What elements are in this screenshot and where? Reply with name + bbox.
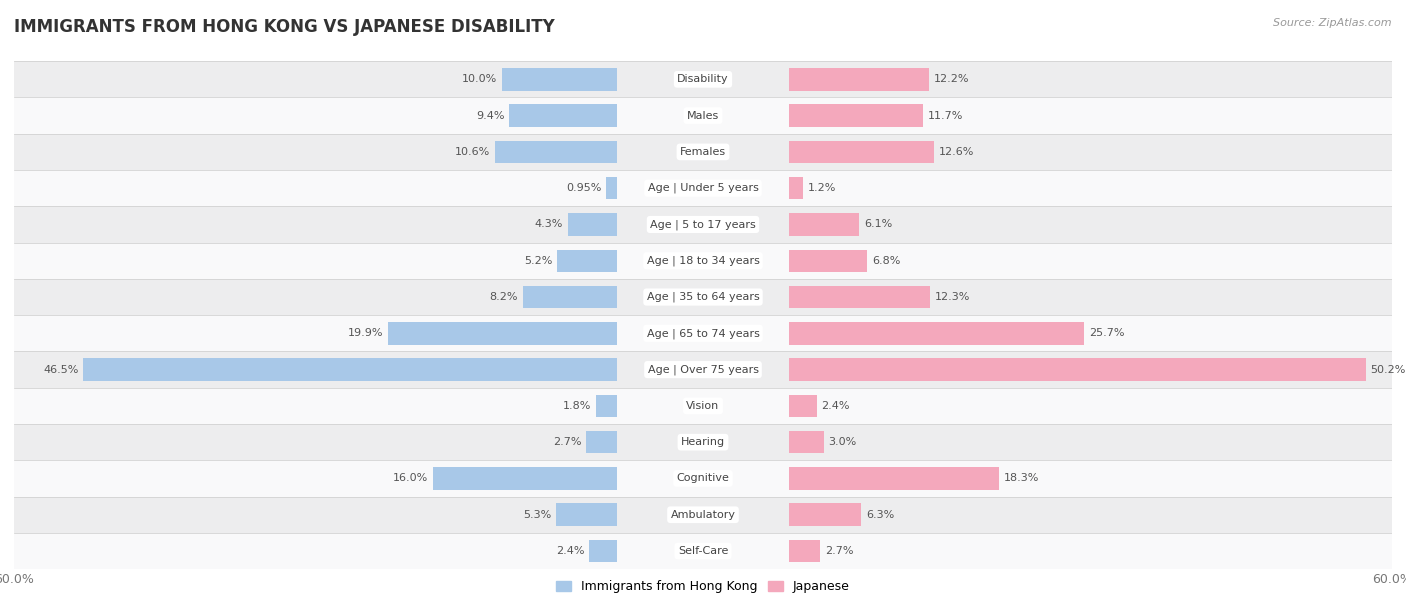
Bar [789, 141, 934, 163]
Text: 18.3%: 18.3% [1004, 474, 1039, 483]
Text: 19.9%: 19.9% [349, 328, 384, 338]
Bar [555, 504, 617, 526]
Text: 2.7%: 2.7% [553, 437, 581, 447]
Text: Age | 35 to 64 years: Age | 35 to 64 years [647, 292, 759, 302]
Bar [589, 540, 617, 562]
Bar [789, 359, 1365, 381]
Text: 3.0%: 3.0% [828, 437, 856, 447]
Text: Vision: Vision [686, 401, 720, 411]
Text: 9.4%: 9.4% [475, 111, 505, 121]
Text: Males: Males [688, 111, 718, 121]
Text: 25.7%: 25.7% [1088, 328, 1125, 338]
Text: 8.2%: 8.2% [489, 292, 519, 302]
Text: 46.5%: 46.5% [44, 365, 79, 375]
Bar [568, 213, 617, 236]
Bar [606, 177, 617, 200]
Bar [789, 250, 868, 272]
Text: 16.0%: 16.0% [394, 474, 429, 483]
Text: Age | Over 75 years: Age | Over 75 years [648, 364, 758, 375]
Bar [523, 286, 617, 308]
Bar [14, 460, 1392, 496]
Bar [586, 431, 617, 453]
Bar [789, 213, 859, 236]
Bar [789, 467, 1000, 490]
Bar [14, 496, 1392, 533]
Text: 2.4%: 2.4% [557, 546, 585, 556]
Bar [14, 242, 1392, 279]
Text: 6.3%: 6.3% [866, 510, 894, 520]
Text: 5.3%: 5.3% [523, 510, 551, 520]
Bar [789, 322, 1084, 345]
Text: 0.95%: 0.95% [567, 183, 602, 193]
Text: 1.8%: 1.8% [564, 401, 592, 411]
Bar [388, 322, 617, 345]
Text: Ambulatory: Ambulatory [671, 510, 735, 520]
Bar [14, 170, 1392, 206]
Bar [789, 504, 862, 526]
Text: 2.4%: 2.4% [821, 401, 849, 411]
Text: Cognitive: Cognitive [676, 474, 730, 483]
Text: Age | 18 to 34 years: Age | 18 to 34 years [647, 255, 759, 266]
Bar [596, 395, 617, 417]
Bar [14, 279, 1392, 315]
Bar [557, 250, 617, 272]
Text: 1.2%: 1.2% [807, 183, 835, 193]
Bar [789, 431, 824, 453]
Text: 12.3%: 12.3% [935, 292, 970, 302]
Text: Age | 65 to 74 years: Age | 65 to 74 years [647, 328, 759, 338]
Text: 50.2%: 50.2% [1369, 365, 1406, 375]
Bar [14, 61, 1392, 97]
Text: 5.2%: 5.2% [524, 256, 553, 266]
Bar [789, 105, 924, 127]
Text: Age | 5 to 17 years: Age | 5 to 17 years [650, 219, 756, 230]
Bar [83, 359, 617, 381]
Text: Age | Under 5 years: Age | Under 5 years [648, 183, 758, 193]
Legend: Immigrants from Hong Kong, Japanese: Immigrants from Hong Kong, Japanese [557, 580, 849, 594]
Bar [14, 315, 1392, 351]
Bar [14, 533, 1392, 569]
Text: 6.8%: 6.8% [872, 256, 900, 266]
Bar [789, 540, 820, 562]
Text: Disability: Disability [678, 74, 728, 84]
Text: 12.2%: 12.2% [934, 74, 969, 84]
Bar [789, 286, 931, 308]
Bar [789, 68, 929, 91]
Bar [509, 105, 617, 127]
Text: Source: ZipAtlas.com: Source: ZipAtlas.com [1274, 18, 1392, 28]
Bar [14, 134, 1392, 170]
Text: IMMIGRANTS FROM HONG KONG VS JAPANESE DISABILITY: IMMIGRANTS FROM HONG KONG VS JAPANESE DI… [14, 18, 555, 36]
Bar [14, 97, 1392, 134]
Text: 10.6%: 10.6% [456, 147, 491, 157]
Bar [789, 395, 817, 417]
Bar [14, 206, 1392, 242]
Bar [502, 68, 617, 91]
Text: 11.7%: 11.7% [928, 111, 963, 121]
Bar [495, 141, 617, 163]
Text: 2.7%: 2.7% [825, 546, 853, 556]
Text: Self-Care: Self-Care [678, 546, 728, 556]
Bar [14, 388, 1392, 424]
Bar [14, 424, 1392, 460]
Text: 12.6%: 12.6% [938, 147, 974, 157]
Bar [14, 351, 1392, 388]
Text: 10.0%: 10.0% [463, 74, 498, 84]
Text: 6.1%: 6.1% [863, 220, 891, 230]
Text: Females: Females [681, 147, 725, 157]
Bar [789, 177, 803, 200]
Bar [433, 467, 617, 490]
Text: 4.3%: 4.3% [534, 220, 562, 230]
Text: Hearing: Hearing [681, 437, 725, 447]
